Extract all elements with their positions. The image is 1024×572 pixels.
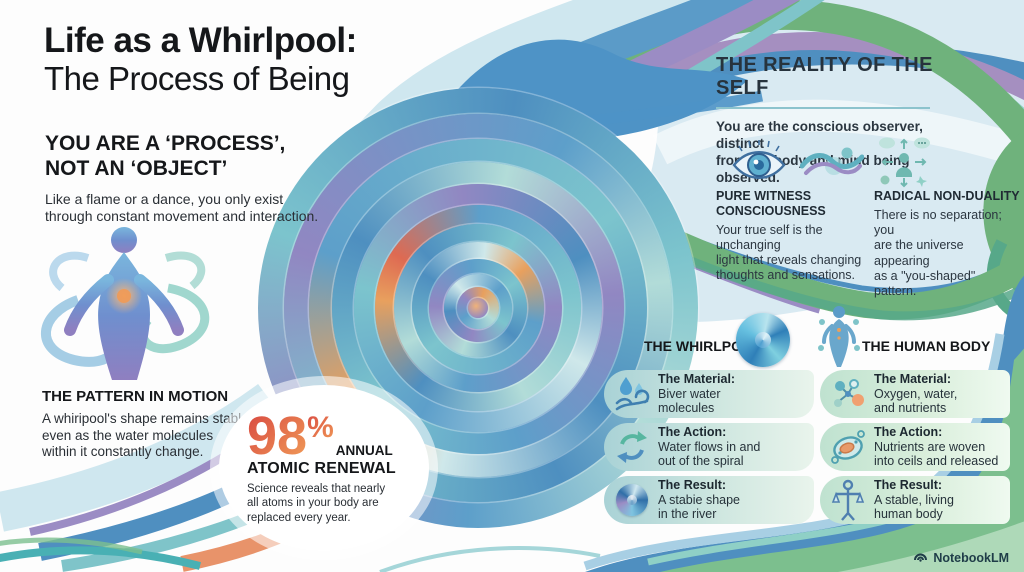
reality-item-non-duality: RADICAL NON-DUALITY There is no separati… [874,189,1020,299]
balance-body-icon [829,479,867,521]
reality-icon-row [730,136,932,188]
stat-number-row: 98 % ANNUAL [247,405,413,466]
row-label: The Result: [658,478,727,493]
recycle-arrows-icon [613,426,651,468]
row-label: The Material: [874,372,952,387]
row-whirlpool-material: The Material: Biver water molecules [604,370,814,418]
whirlpool-swirl-icon [736,313,790,367]
spiral-icon [613,479,651,521]
row-text: The Material: Biver water molecules [658,372,736,415]
row-value: Water flows in and out of the spiral [658,439,761,468]
row-text: The Action: Nutrients are woven into cei… [874,425,999,468]
row-label: The Material: [658,372,736,387]
reality-item-heading: RADICAL NON-DUALITY [874,189,1020,203]
row-text: The Material: Oxygen, water, and nutrien… [874,372,958,415]
row-body-action: The Action: Nutrients are woven into cei… [820,423,1010,471]
row-value: Oxygen, water, and nutrients [874,386,958,415]
row-whirlpool-result: The Result: A stabie shape in the river [604,476,814,524]
row-label: The Action: [658,425,727,440]
reality-heading: THE REALITY OF THE SELF [716,54,933,99]
row-whirlpool-action: The Action: Water flows in and out of th… [604,423,814,471]
pattern-heading: THE PATTERN IN MOTION [42,388,229,405]
title-line-2: The Process of Being [44,59,350,97]
cell-icon [829,426,867,468]
section-process-not-object: YOU ARE A ‘PROCESS’, NOT AN ‘OBJECT’ Lik… [45,132,318,226]
notebooklm-logo-icon [914,553,928,562]
comparison-header-human-body: THE HUMAN BODY [862,338,991,354]
stat-label-renewal: ATOMIC RENEWAL [247,460,396,478]
stat-body: Science reveals that nearly all atoms in… [247,483,386,524]
row-body-result: The Result: A stable, living human body [820,476,1010,524]
reality-item-heading: PURE WITNESS CONSCIOUSNESS [716,189,826,218]
section-pattern-in-motion: THE PATTERN IN MOTION A whiripool's shap… [42,388,249,461]
reality-item-columns: PURE WITNESS CONSCIOUSNESS Your true sel… [716,189,1020,299]
flowing-human-figure-illustration [40,227,210,380]
row-label: The Action: [874,425,943,440]
row-text: The Result: A stable, living human body [874,478,954,521]
row-label: The Result: [874,478,943,493]
human-body-icon [818,306,860,367]
row-value: A stabie shape in the river [658,492,741,521]
stat-atomic-renewal: 98 % ANNUAL ATOMIC RENEWAL Science revea… [219,385,429,551]
section-reality-of-self: THE REALITY OF THE SELF You are the cons… [716,54,966,186]
row-text: The Result: A stabie shape in the river [658,478,741,521]
eye-icon [732,140,786,179]
footer-brand: NotebookLM [913,550,1009,565]
water-drops-icon [613,373,651,415]
row-body-material: The Material: Oxygen, water, and nutrien… [820,370,1010,418]
reality-intro: You are the conscious observer, distinct… [716,119,923,185]
page-title: Life as a Whirlpool: The Process of Bein… [44,21,357,97]
stat-label-annual: ANNUAL [335,443,393,459]
flow-wave-icon [800,147,864,175]
pattern-body: A whiripool's shape remains stable even … [42,411,249,460]
row-text: The Action: Water flows in and out of th… [658,425,761,468]
reality-item-body: Your true self is the unchanging light t… [716,222,862,283]
title-line-1: Life as a Whirlpool: [44,21,357,60]
process-body: Like a flame or a dance, you only exist … [45,190,319,225]
row-value: Nutrients are woven into ceils and relea… [874,439,999,468]
row-value: Biver water molecules [658,386,721,415]
reality-item-pure-witness: PURE WITNESS CONSCIOUSNESS Your true sel… [716,189,862,299]
stat-percent-sign: % [307,411,334,445]
whirlpool-ring [468,298,488,318]
footer-brand-name: NotebookLM [933,550,1009,565]
heading-underline [716,107,930,109]
process-heading: YOU ARE A ‘PROCESS’, NOT AN ‘OBJECT’ [45,132,286,180]
connected-self-icon [879,137,930,188]
stat-number: 98 [247,405,308,466]
reality-item-body: There is no separation; you are the univ… [874,207,1002,298]
comparison-header-whirlpool: THE WHIRLPOOL [644,338,762,354]
molecule-icon [829,373,867,415]
row-value: A stable, living human body [874,492,954,521]
